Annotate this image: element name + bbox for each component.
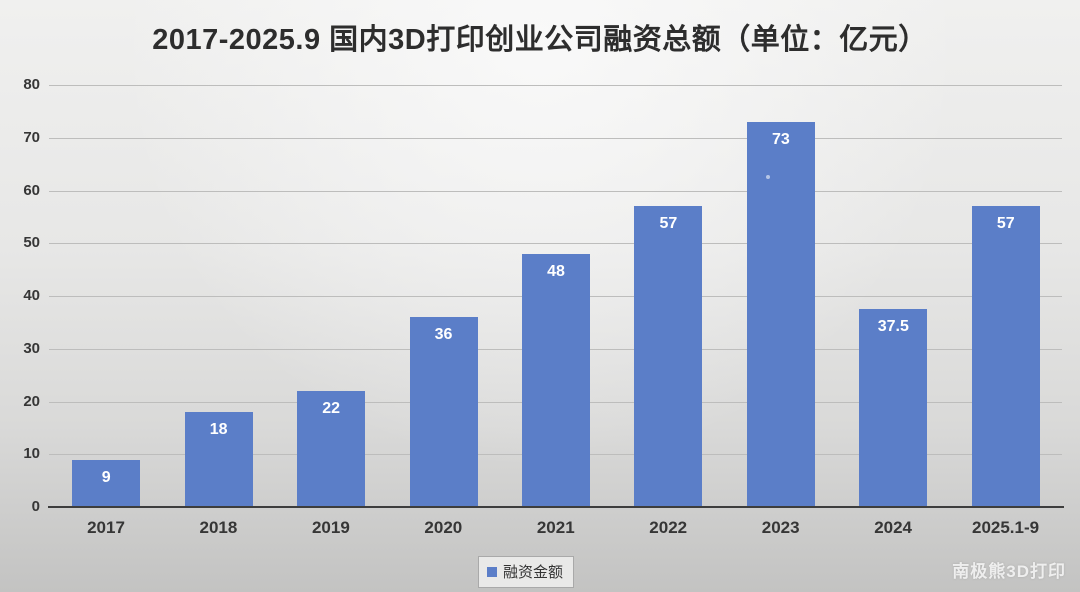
chart-title: 2017-2025.9 国内3D打印创业公司融资总额（单位：亿元）: [152, 24, 928, 56]
y-tick-label: 80: [23, 76, 40, 93]
legend: 融资金额: [478, 556, 575, 588]
bar-2023: 73: [746, 121, 815, 507]
speck-artifact: [766, 175, 770, 179]
x-tick-label: 2023: [761, 518, 800, 537]
bar-value-label: 18: [209, 421, 228, 439]
bar-value-label: 73: [771, 130, 790, 148]
bar-2020: 36: [409, 317, 478, 507]
x-tick-label: 2018: [199, 518, 238, 537]
y-tick-label: 60: [23, 181, 40, 199]
bar-value-label: 36: [434, 326, 453, 344]
bar-value-label: 57: [659, 215, 678, 233]
y-tick-label: 50: [23, 234, 40, 252]
x-tick-label: 2025.1-9: [971, 518, 1040, 537]
y-tick-label: 40: [23, 287, 40, 304]
y-tick-label: 20: [23, 392, 40, 410]
bar-value-label: 22: [322, 399, 340, 417]
bar-value-label: 9: [101, 468, 111, 486]
y-tick-label: 10: [23, 445, 40, 463]
bar-2021: 48: [522, 253, 590, 507]
legend-swatch-icon: [487, 566, 497, 577]
y-tick-label: 70: [23, 128, 40, 146]
bar-value-label: 57: [996, 215, 1015, 233]
watermark: 南极熊3D打印: [952, 562, 1066, 581]
x-tick-label: 2019: [311, 518, 350, 537]
x-tick-label: 2024: [874, 518, 913, 537]
x-tick-label: 2022: [649, 518, 688, 537]
y-tick-label: 30: [23, 339, 40, 357]
bar-2025.1-9: 57: [971, 206, 1040, 507]
gridline: [49, 137, 1062, 139]
y-tick-label: 0: [31, 498, 40, 515]
x-tick-label: 2021: [536, 518, 575, 537]
x-tick-label: 2020: [424, 518, 463, 537]
x-axis-line: [48, 506, 1064, 508]
gridline: [49, 190, 1062, 192]
bar-value-label: 37.5: [877, 318, 909, 336]
bar-2017: 9: [72, 459, 141, 507]
gridline: [49, 85, 1062, 86]
gridline: [49, 243, 1062, 245]
legend-label: 融资金额: [503, 564, 564, 581]
bar-2024: 37.5: [859, 309, 928, 507]
x-tick-label: 2017: [87, 518, 125, 537]
bar-2018: 18: [184, 412, 253, 507]
bar-value-label: 48: [547, 262, 565, 280]
bar-2022: 57: [634, 206, 703, 507]
bar-2019: 22: [297, 390, 366, 507]
